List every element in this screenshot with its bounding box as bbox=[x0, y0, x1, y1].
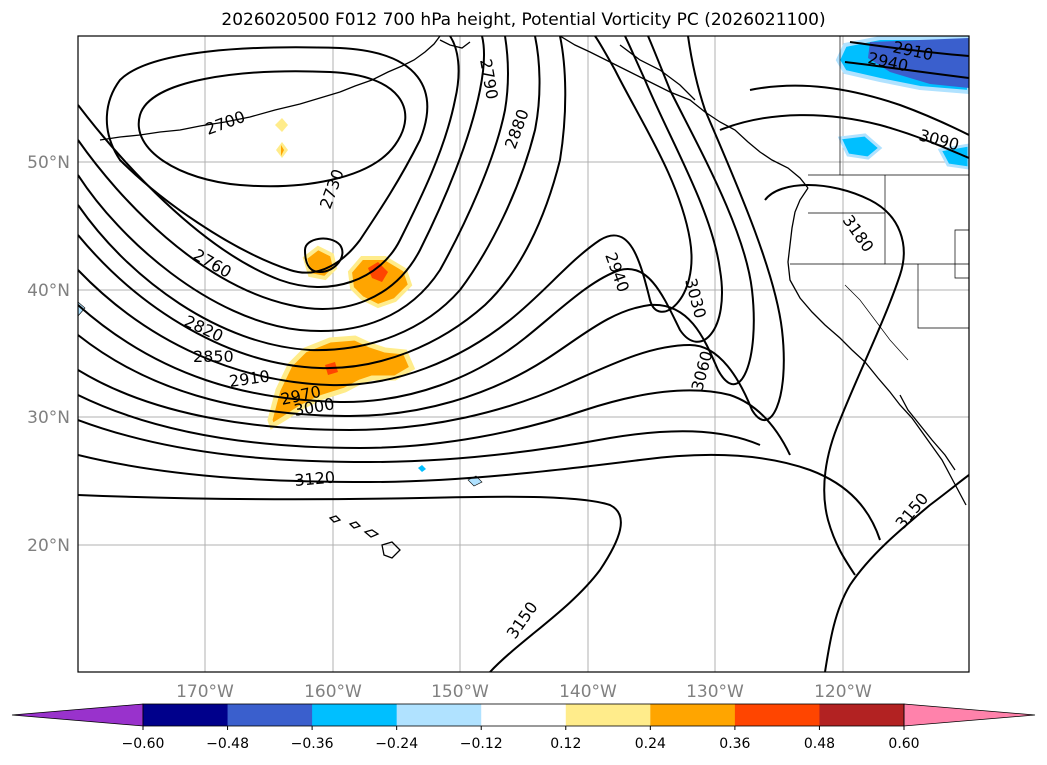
map-background bbox=[78, 36, 969, 672]
colorbar-tick-label: −0.12 bbox=[460, 736, 503, 752]
height-contours bbox=[78, 36, 969, 672]
colorbar-tick-label: −0.60 bbox=[122, 736, 165, 752]
lon-label: 140°W bbox=[559, 682, 617, 702]
map-frame bbox=[77, 35, 970, 673]
lon-label: 170°W bbox=[176, 682, 234, 702]
contour-label: 3120 bbox=[294, 468, 336, 490]
contour-3150-east bbox=[824, 474, 969, 672]
contour-2940 bbox=[78, 36, 723, 404]
contour-3000 bbox=[78, 36, 785, 432]
longitude-labels: 170°W 160°W 150°W 140°W 130°W 120°W bbox=[176, 682, 872, 702]
figure-title: 2026020500 F012 700 hPa height, Potentia… bbox=[221, 10, 826, 30]
contour-3090b bbox=[719, 114, 969, 159]
colorbar-ticks: −0.60 −0.48 −0.36 −0.24 −0.12 0.12 0.24 0.36 0.4… bbox=[122, 726, 920, 752]
contour-label: 2850 bbox=[193, 347, 234, 366]
colorbar-extend-high bbox=[903, 703, 1036, 727]
contour-2730 bbox=[105, 46, 429, 274]
colorbar-segment bbox=[227, 704, 313, 726]
lon-label: 130°W bbox=[686, 682, 744, 702]
lon-label: 160°W bbox=[304, 682, 362, 702]
pv-positive-small-1 bbox=[275, 118, 288, 132]
colorbar-segment bbox=[650, 704, 736, 726]
contour-2850 bbox=[78, 36, 541, 352]
contour-2880 bbox=[78, 36, 567, 370]
contour-2910 bbox=[78, 36, 693, 387]
colorbar-tick-label: 0.48 bbox=[804, 736, 835, 752]
contour-3120 bbox=[78, 453, 881, 541]
colorbar-extend-low bbox=[11, 703, 144, 727]
colorbar-tick-label: 0.60 bbox=[888, 736, 919, 752]
pv-negative-region-coast bbox=[837, 133, 883, 160]
colorbar-segment bbox=[481, 704, 567, 726]
contour-2970 bbox=[78, 36, 755, 418]
colorbar-tick-label: −0.24 bbox=[375, 736, 418, 752]
pv-negative-region-coast-2 bbox=[937, 143, 969, 170]
colorbar-segment bbox=[734, 704, 820, 726]
contour-3090 bbox=[749, 84, 969, 136]
contour-2910-ne bbox=[849, 41, 969, 57]
colorbar-tick-label: 0.36 bbox=[719, 736, 750, 752]
lat-label: 20°N bbox=[27, 536, 70, 556]
contour-2760 bbox=[78, 36, 460, 288]
contour-2820 bbox=[78, 36, 510, 332]
latitude-labels: 50°N 40°N 30°N 20°N bbox=[27, 153, 70, 556]
colorbar-frame bbox=[142, 703, 905, 727]
colorbar-segment bbox=[396, 704, 482, 726]
political-borders bbox=[790, 36, 969, 361]
contour-3030 bbox=[78, 389, 791, 456]
contour-3150 bbox=[78, 494, 622, 672]
colorbar bbox=[11, 703, 1036, 727]
contour-2940-ne bbox=[844, 61, 969, 79]
colorbar-segment bbox=[565, 704, 651, 726]
colorbar-tick-label: 0.12 bbox=[550, 736, 581, 752]
colorbar-tick-label: 0.24 bbox=[635, 736, 666, 752]
colorbar-tick-label: −0.36 bbox=[291, 736, 334, 752]
contour-3060 bbox=[78, 419, 761, 464]
colorbar-segment bbox=[819, 704, 905, 726]
pv-positive-core-2 bbox=[368, 262, 388, 282]
colorbar-tick-label: −0.48 bbox=[206, 736, 249, 752]
lat-label: 30°N bbox=[27, 408, 70, 428]
pv-negative-small-2 bbox=[418, 465, 426, 472]
colorbar-segment bbox=[143, 704, 229, 726]
lat-label: 40°N bbox=[27, 281, 70, 301]
colorbar-segment bbox=[312, 704, 398, 726]
pv-positive-region-2 bbox=[347, 256, 413, 309]
contour-2790 bbox=[78, 36, 486, 310]
contour-2730-small bbox=[303, 237, 344, 274]
lat-label: 50°N bbox=[27, 153, 70, 173]
contour-3180 bbox=[764, 184, 905, 576]
lon-label: 150°W bbox=[431, 682, 489, 702]
lon-label: 120°W bbox=[814, 682, 872, 702]
contour-2700 bbox=[137, 70, 407, 188]
